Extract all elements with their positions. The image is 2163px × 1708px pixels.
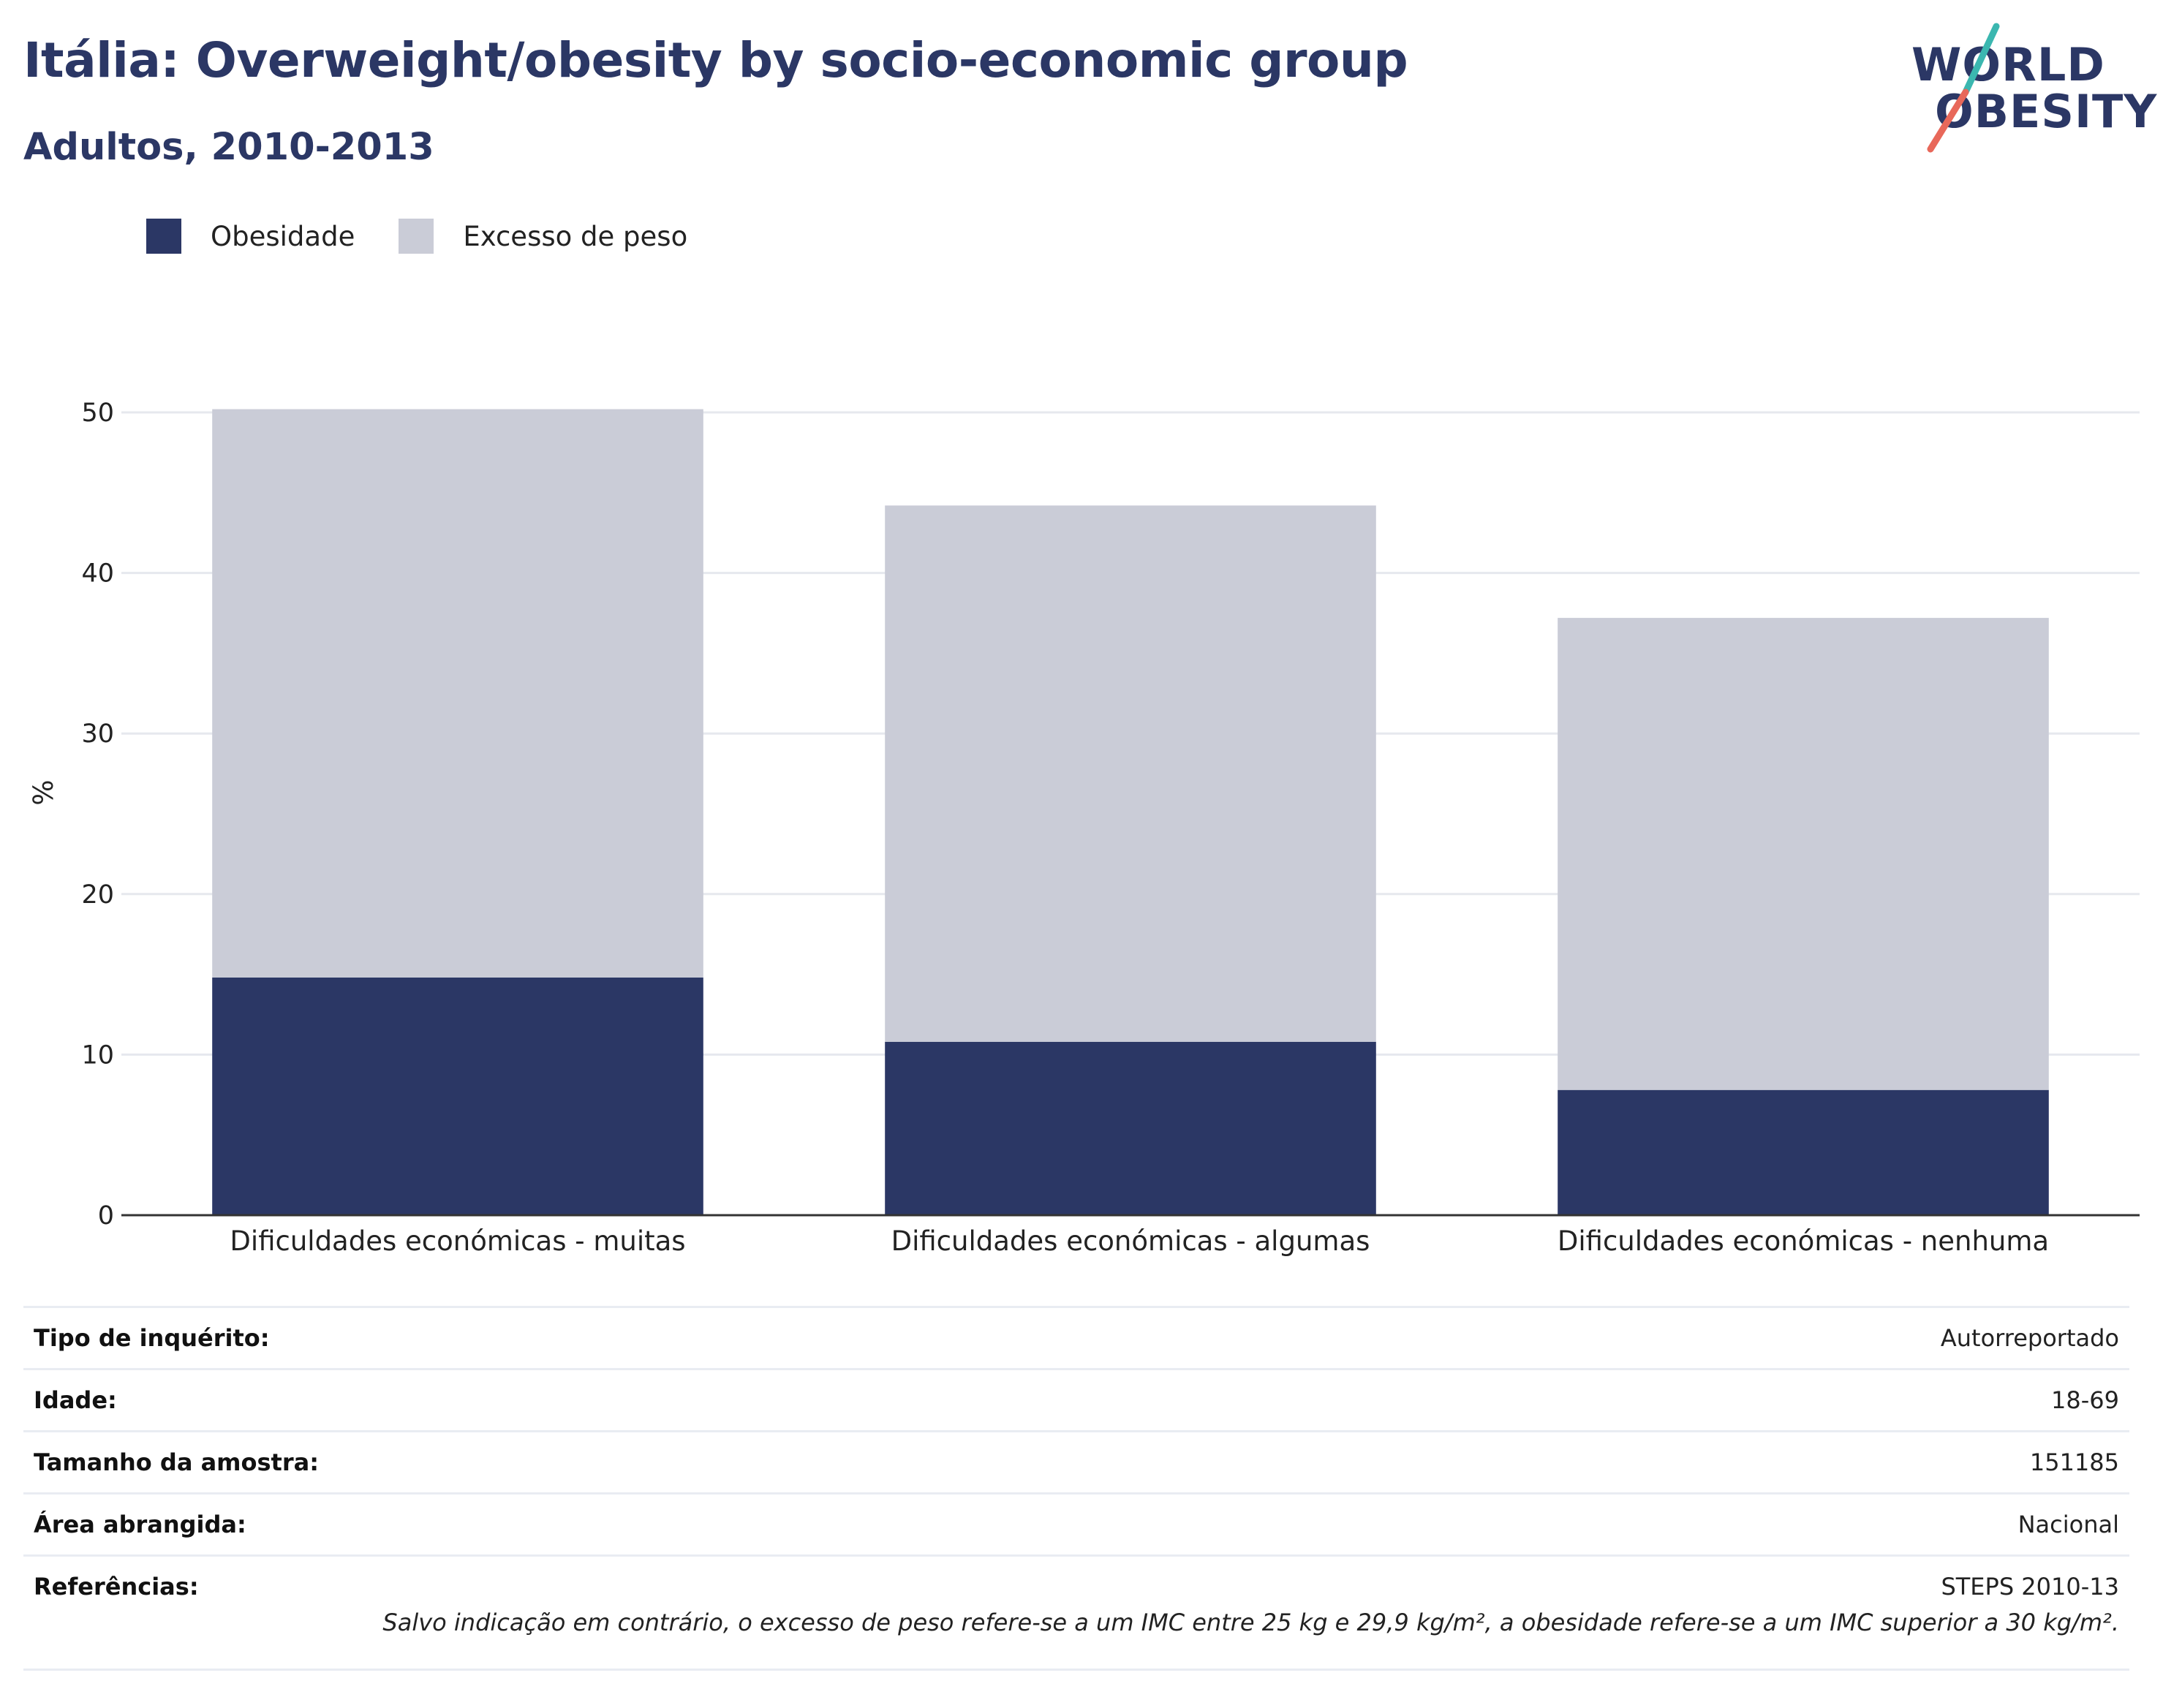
survey-info-table: Tipo de inquérito: Autorreportado Idade:…: [23, 1306, 2129, 1617]
footnote-divider: [23, 1669, 2129, 1671]
info-row: Tipo de inquérito: Autorreportado: [23, 1306, 2129, 1368]
chart-title: Itália: Overweight/obesity by socio-econ…: [23, 32, 1408, 88]
logo-word-obesity: OBESITY: [1935, 85, 2158, 138]
legend-swatch-excesso-de-peso: [399, 219, 434, 254]
info-value: STEPS 2010-13: [1941, 1573, 2119, 1601]
x-tick-label: Dificuldades económicas - nenhuma: [1558, 1225, 2049, 1257]
info-row: Tamanho da amostra: 151185: [23, 1430, 2129, 1492]
chart-legend: Obesidade Excesso de peso: [146, 218, 731, 254]
legend-item-excesso-de-peso: Excesso de peso: [399, 219, 687, 254]
info-key: Tipo de inquérito:: [34, 1324, 270, 1352]
y-axis-label: %: [28, 779, 59, 805]
x-tick-label: Dificuldades económicas - algumas: [891, 1225, 1370, 1257]
logo-word-world: WORLD: [1911, 38, 2105, 91]
footnote: Salvo indicação em contrário, o excesso …: [382, 1609, 2119, 1636]
y-tick-label: 0: [98, 1201, 114, 1231]
info-key: Idade:: [34, 1386, 117, 1414]
info-row: Referências: STEPS 2010-13: [23, 1554, 2129, 1617]
bar-obesidade: [212, 977, 703, 1215]
bar-excesso-de-peso: [885, 505, 1376, 1042]
bar-chart: 0 10 20 30 40 50% Dificuldades económicas - mu…: [28, 398, 2140, 1257]
y-tick-label: 40: [81, 559, 114, 589]
legend-label-excesso-de-peso: Excesso de peso: [463, 220, 688, 252]
info-key: Tamanho da amostra:: [34, 1448, 319, 1476]
legend-item-obesidade: Obesidade: [146, 219, 355, 254]
info-value: 18-69: [2051, 1386, 2119, 1414]
bar-obesidade: [1558, 1089, 2049, 1215]
info-row: Idade: 18-69: [23, 1368, 2129, 1430]
info-value: 151185: [2029, 1448, 2119, 1476]
x-tick-label: Dificuldades económicas - muitas: [230, 1225, 685, 1257]
world-obesity-logo: WORLD OBESITY: [1909, 20, 2156, 159]
info-key: Referências:: [34, 1573, 199, 1601]
info-value: Autorreportado: [1940, 1324, 2119, 1352]
legend-label-obesidade: Obesidade: [211, 220, 355, 252]
y-tick-label: 30: [81, 719, 114, 749]
chart-subtitle: Adultos, 2010-2013: [23, 126, 434, 169]
bar-obesidade: [885, 1041, 1376, 1215]
info-row: Área abrangida: Nacional: [23, 1492, 2129, 1554]
legend-swatch-obesidade: [146, 219, 181, 254]
logo-slash-icon: [1927, 23, 2000, 153]
info-value: Nacional: [2017, 1511, 2119, 1538]
bar-excesso-de-peso: [212, 409, 703, 978]
y-tick-label: 50: [81, 398, 114, 428]
y-tick-label: 20: [81, 880, 114, 910]
y-tick-label: 10: [81, 1040, 114, 1070]
bar-excesso-de-peso: [1558, 618, 2049, 1090]
info-key: Área abrangida:: [34, 1511, 246, 1538]
